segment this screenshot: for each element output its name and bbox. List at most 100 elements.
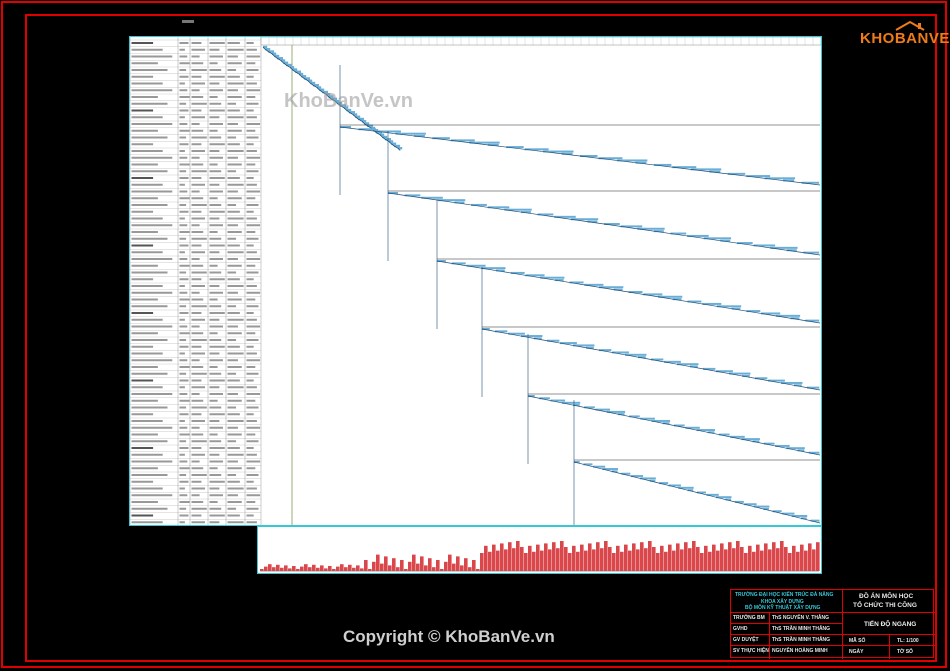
histogram-bar xyxy=(552,542,556,571)
histogram-bar xyxy=(624,544,628,571)
table-cell-text xyxy=(227,406,237,409)
histogram-bar xyxy=(384,556,388,571)
table-cell-text xyxy=(246,197,256,200)
gantt-task-bar xyxy=(801,517,807,520)
table-cell-text xyxy=(246,413,254,416)
table-cell-text xyxy=(191,89,200,92)
gantt-task-bar xyxy=(599,286,624,289)
gantt-task-bar xyxy=(389,140,394,143)
table-cell-text xyxy=(209,501,218,503)
gantt-task-bar xyxy=(561,152,573,155)
table-cell-text xyxy=(246,96,256,98)
table-cell-text xyxy=(246,433,256,436)
histogram-bar xyxy=(796,551,800,571)
table-cell-text xyxy=(246,440,259,443)
tb-cell-label: TỜ SỐ xyxy=(897,649,913,655)
tb-name: ThS TRẦN MINH THẮNG xyxy=(772,637,831,643)
table-cell-text xyxy=(227,345,240,348)
gantt-task-bar xyxy=(744,503,757,506)
table-cell-text xyxy=(131,494,173,497)
table-cell-text xyxy=(131,426,173,429)
table-cell-text xyxy=(227,487,244,490)
table-cell-text xyxy=(131,136,168,139)
gantt-task-bar xyxy=(437,199,466,202)
gantt-task-bar xyxy=(741,438,760,441)
gantt-task-bar xyxy=(616,159,648,162)
table-cell-text xyxy=(179,420,185,422)
histogram-bar xyxy=(664,551,668,571)
table-cell-text xyxy=(246,75,254,78)
table-cell-text xyxy=(246,224,261,227)
table-cell-text xyxy=(209,177,225,179)
histogram-bar xyxy=(436,560,440,571)
gantt-task-bar xyxy=(752,440,760,443)
table-cell-text xyxy=(246,244,254,247)
histogram-bar xyxy=(400,560,404,571)
table-cell-text xyxy=(209,433,218,436)
table-cell-text xyxy=(131,514,154,517)
gantt-task-bar xyxy=(371,126,376,130)
histogram-bar xyxy=(760,550,764,571)
histogram-bar xyxy=(536,544,540,571)
table-cell-text xyxy=(179,352,185,355)
table-cell-text xyxy=(227,163,242,166)
table-cell-text xyxy=(209,251,220,254)
table-cell-text xyxy=(131,258,173,260)
gantt-task-bar xyxy=(543,150,574,153)
table-cell-text xyxy=(246,467,256,470)
house-logo-icon xyxy=(895,20,925,31)
histogram-bar xyxy=(804,550,808,571)
table-cell-text xyxy=(191,156,200,159)
table-cell-text xyxy=(191,420,205,422)
table-cell-text xyxy=(179,55,188,58)
table-cell-text xyxy=(227,217,244,220)
table-cell-text xyxy=(131,116,163,119)
table-cell-text xyxy=(227,420,244,422)
table-cell-text xyxy=(246,453,257,456)
gantt-task-bar xyxy=(651,358,664,361)
gantt-task-bar xyxy=(550,399,566,402)
table-cell-text xyxy=(131,237,168,240)
gantt-task-bar xyxy=(362,120,367,123)
table-cell-text xyxy=(246,109,254,112)
table-cell-text xyxy=(227,123,238,125)
gantt-task-bar xyxy=(583,463,593,466)
gantt-task-bar xyxy=(450,139,475,142)
table-cell-text xyxy=(209,190,223,193)
table-cell-text xyxy=(131,345,154,348)
tb-role: SV THỰC HIỆN xyxy=(733,648,769,654)
gantt-task-bar xyxy=(471,203,487,206)
gantt-task-bar xyxy=(638,356,646,359)
histogram-bar xyxy=(800,544,804,571)
gantt-task-bar xyxy=(697,491,706,494)
gantt-task-bar xyxy=(662,422,670,425)
table-cell-text xyxy=(179,494,188,497)
histogram-bar xyxy=(300,566,304,571)
table-cell-text xyxy=(227,224,238,227)
table-cell-text xyxy=(209,379,225,382)
table-cell-text xyxy=(131,177,154,179)
gantt-task-bar xyxy=(547,339,560,342)
histogram-bar xyxy=(580,544,584,571)
gantt-task-bar xyxy=(761,312,781,315)
histogram-bar xyxy=(276,564,280,571)
table-cell-text xyxy=(179,109,189,112)
gantt-task-bar xyxy=(775,444,790,447)
table-cell-text xyxy=(209,163,218,166)
gantt-task-bar xyxy=(344,106,349,109)
histogram-bar xyxy=(692,541,696,571)
table-cell-text xyxy=(191,123,200,125)
table-cell-text xyxy=(209,244,225,247)
table-cell-text xyxy=(131,89,173,92)
table-cell-text xyxy=(227,258,238,260)
histogram-bar xyxy=(548,549,552,571)
table-cell-text xyxy=(246,278,254,281)
table-cell-text xyxy=(227,298,242,301)
gantt-task-bar xyxy=(731,307,741,310)
histogram-bar xyxy=(484,545,488,571)
gantt-task-bar xyxy=(716,370,733,373)
gantt-task-bar xyxy=(326,93,331,96)
gantt-task-bar xyxy=(376,131,382,134)
table-cell-text xyxy=(246,521,257,524)
table-cell-text xyxy=(246,116,257,119)
